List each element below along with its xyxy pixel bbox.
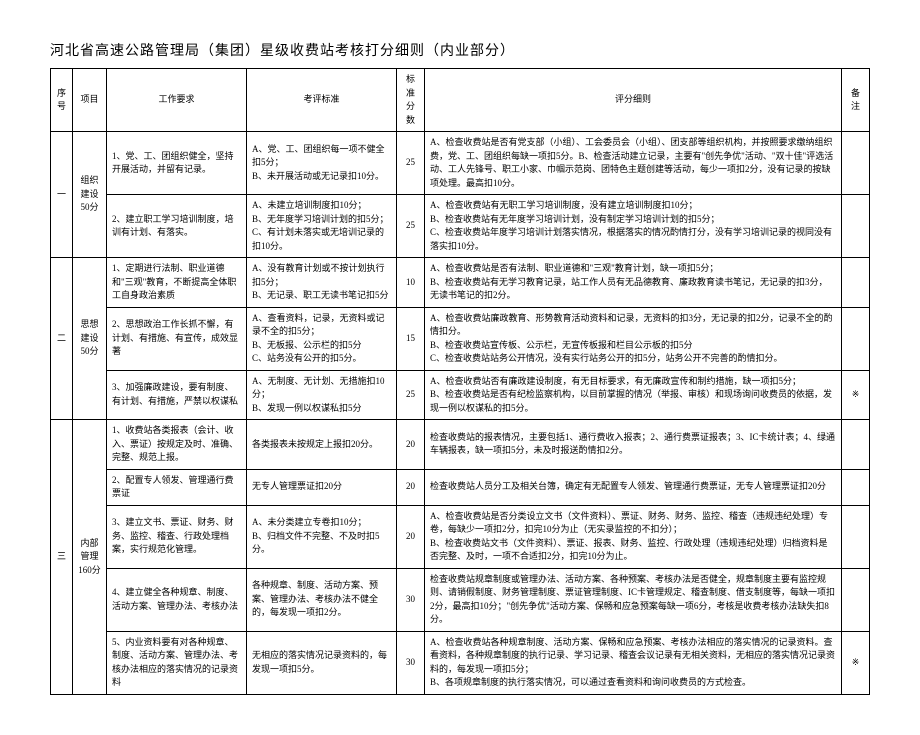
col-item: 项目: [73, 69, 107, 132]
table-row: 5、内业资料要有对各种规章、制度、活动方案、管理办法、考核办法相应的落实情况的记…: [51, 631, 870, 694]
std: 各类报表未按规定上报扣20分。: [247, 420, 397, 470]
note: [842, 132, 870, 195]
col-std: 考评标准: [247, 69, 397, 132]
req: 5、内业资料要有对各种规章、制度、活动方案、管理办法、考核办法相应的落实情况的记…: [107, 631, 247, 694]
col-seq: 序号: [51, 69, 73, 132]
table-row: 3、加强廉政建设，要有制度、有计划、有措施，严禁以权谋私 A、无制度、无计划、无…: [51, 370, 870, 420]
seq-2: 二: [51, 258, 73, 420]
note: [842, 307, 870, 370]
item-2: 思想建设 50分: [73, 258, 107, 420]
detail: A、检查收费站有无职工学习培训制度，没有建立培训制度扣10分； B、检查收费站有…: [425, 195, 842, 258]
note: ※: [842, 370, 870, 420]
item-3: 内部管理 160分: [73, 420, 107, 695]
detail: 检查收费站的报表情况，主要包括1、通行费收入报表；2、通行费票证报表；3、IC卡…: [425, 420, 842, 470]
std: A、未分类建立专卷扣10分； B、归档文件不完整、不及时扣5分。: [247, 505, 397, 568]
table-row: 三 内部管理 160分 1、收费站各类报表（会计、收入、票证）按规定及时、准确、…: [51, 420, 870, 470]
std: A、无制度、无计划、无措施扣10分； B、发现一例以权谋私扣5分: [247, 370, 397, 420]
detail: A、检查收费站是否有法制、职业道德和"三观"教育计划，缺一项扣5分； B、检查收…: [425, 258, 842, 308]
seq-1: 一: [51, 132, 73, 258]
col-detail: 评分细则: [425, 69, 842, 132]
table-row: 二 思想建设 50分 1、定期进行法制、职业道德和"三观"教育，不断提高全体职工…: [51, 258, 870, 308]
std: A、查看资料，记录，无资料或记录不全的扣5分； B、无板报、公示栏的扣5分 C、…: [247, 307, 397, 370]
table-row: 4、建立健全各种规章、制度、活动方案、管理办法、考核办法 各种规章、制度、活动方…: [51, 568, 870, 631]
detail: 检查收费站人员分工及相关台簿，确定有无配置专人领发、管理通行费票证，无专人管理票…: [425, 469, 842, 505]
req: 1、党、工、团组织健全，坚持开展活动，并留有记录。: [107, 132, 247, 195]
note: [842, 420, 870, 470]
table-row: 2、配置专人领发、管理通行费票证 无专人管理票证扣20分 20 检查收费站人员分…: [51, 469, 870, 505]
score: 25: [397, 370, 425, 420]
req: 1、定期进行法制、职业道德和"三观"教育，不断提高全体职工自身政治素质: [107, 258, 247, 308]
req: 4、建立健全各种规章、制度、活动方案、管理办法、考核办法: [107, 568, 247, 631]
score: 30: [397, 568, 425, 631]
note: [842, 568, 870, 631]
std: A、党、工、团组织每一项不健全扣5分； B、未开展活动或无记录扣10分。: [247, 132, 397, 195]
note: ※: [842, 631, 870, 694]
score: 20: [397, 505, 425, 568]
score: 20: [397, 420, 425, 470]
note: [842, 195, 870, 258]
table-row: 3、建立文书、票证、财务、财务、监控、稽查、行政处理档案，实行规范化管理。 A、…: [51, 505, 870, 568]
col-note: 备注: [842, 69, 870, 132]
header-row: 序号 项目 工作要求 考评标准 标准分数 评分细则 备注: [51, 69, 870, 132]
req: 2、配置专人领发、管理通行费票证: [107, 469, 247, 505]
note: [842, 258, 870, 308]
seq-3: 三: [51, 420, 73, 695]
item-1: 组织建设 50分: [73, 132, 107, 258]
req: 2、建立职工学习培训制度，培训有计划、有落实。: [107, 195, 247, 258]
note: [842, 505, 870, 568]
table-row: 一 组织建设 50分 1、党、工、团组织健全，坚持开展活动，并留有记录。 A、党…: [51, 132, 870, 195]
scoring-table: 序号 项目 工作要求 考评标准 标准分数 评分细则 备注 一 组织建设 50分 …: [50, 68, 870, 695]
score: 30: [397, 631, 425, 694]
col-score: 标准分数: [397, 69, 425, 132]
req: 3、加强廉政建设，要有制度、有计划、有措施，严禁以权谋私: [107, 370, 247, 420]
std: 无相应的落实情况记录资料的，每发现一项扣5分。: [247, 631, 397, 694]
detail: A、检查收费站是否有党支部（小组）、工会委员会（小组）、团支部等组织机构，并按照…: [425, 132, 842, 195]
req: 2、思想政治工作长抓不懈，有计划、有措施、有宣传，成效显著: [107, 307, 247, 370]
score: 25: [397, 195, 425, 258]
detail: A、检查收费站各种规章制度、活动方案、保畅和应急预案、考核办法相应的落实情况的记…: [425, 631, 842, 694]
score: 25: [397, 132, 425, 195]
detail: A、检查收费站是否分类设立文书（文件资料）、票证、财务、财务、监控、稽查（违规违…: [425, 505, 842, 568]
req: 1、收费站各类报表（会计、收入、票证）按规定及时、准确、完整、规范上报。: [107, 420, 247, 470]
std: A、没有教育计划或不按计划执行扣5分； B、无记录、职工无读书笔记扣5分: [247, 258, 397, 308]
score: 20: [397, 469, 425, 505]
detail: A、检查收费站廉政教育、形势教育活动资料和记录，无资料的扣3分，无记录的扣2分，…: [425, 307, 842, 370]
score: 10: [397, 258, 425, 308]
note: [842, 469, 870, 505]
table-row: 2、建立职工学习培训制度，培训有计划、有落实。 A、未建立培训制度扣10分； B…: [51, 195, 870, 258]
req: 3、建立文书、票证、财务、财务、监控、稽查、行政处理档案，实行规范化管理。: [107, 505, 247, 568]
detail: A、检查收费站否有廉政建设制度，有无目标要求，有无廉政宣传和制约措施，缺一项扣5…: [425, 370, 842, 420]
detail: 检查收费站规章制度或管理办法、活动方案、各种预案、考核办法是否健全，规章制度主要…: [425, 568, 842, 631]
page-title: 河北省高速公路管理局（集团）星级收费站考核打分细则（内业部分）: [50, 40, 870, 60]
score: 15: [397, 307, 425, 370]
std: A、未建立培训制度扣10分； B、无年度学习培训计划的扣5分； C、有计划未落实…: [247, 195, 397, 258]
std: 无专人管理票证扣20分: [247, 469, 397, 505]
std: 各种规章、制度、活动方案、预案、管理办法、考核办法不健全的，每发现一项扣2分。: [247, 568, 397, 631]
table-row: 2、思想政治工作长抓不懈，有计划、有措施、有宣传，成效显著 A、查看资料，记录，…: [51, 307, 870, 370]
col-req: 工作要求: [107, 69, 247, 132]
